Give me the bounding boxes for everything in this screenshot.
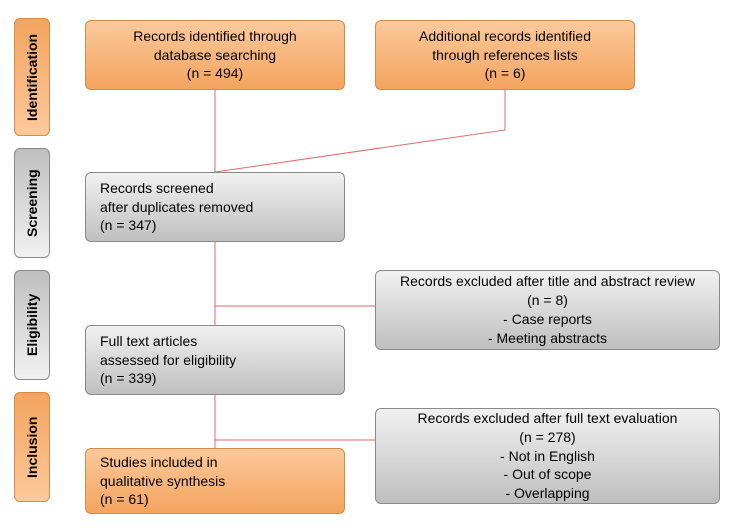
node-fulltext: Full text articlesassessed for eligibili… bbox=[85, 325, 345, 395]
stage-screening: Screening bbox=[14, 148, 50, 258]
node-line: (n = 494) bbox=[187, 64, 243, 83]
node-line: after duplicates removed bbox=[100, 198, 253, 217]
stage-eligibility: Eligibility bbox=[14, 270, 50, 380]
stage-identification: Identification bbox=[14, 18, 50, 136]
node-line: assessed for eligibility bbox=[100, 351, 236, 370]
node-bullet: - Meeting abstracts bbox=[488, 329, 607, 348]
node-line: qualitative synthesis bbox=[100, 472, 225, 491]
node-line: through references lists bbox=[432, 46, 578, 65]
node-excl-title: Records excluded after title and abstrac… bbox=[375, 270, 720, 350]
stage-inclusion: Inclusion bbox=[14, 392, 50, 502]
node-bullet: - Not in English bbox=[500, 447, 595, 466]
node-bullet: - Case reports bbox=[503, 310, 592, 329]
node-line: Records excluded after full text evaluat… bbox=[418, 409, 678, 428]
node-line: Records excluded after title and abstrac… bbox=[400, 272, 695, 291]
node-line: database searching bbox=[154, 46, 276, 65]
node-line: (n = 339) bbox=[100, 369, 156, 388]
node-included: Studies included inqualitative synthesis… bbox=[85, 448, 345, 514]
node-line: (n = 8) bbox=[527, 291, 568, 310]
node-line: Additional records identified bbox=[419, 27, 591, 46]
node-line: Studies included in bbox=[100, 453, 218, 472]
node-bullet: - Out of scope bbox=[504, 465, 592, 484]
node-line: Records screened bbox=[100, 179, 214, 198]
node-line: (n = 61) bbox=[100, 490, 149, 509]
node-line: (n = 278) bbox=[519, 428, 575, 447]
node-ref-lists: Additional records identifiedthrough ref… bbox=[375, 20, 635, 90]
edge-ref-lists-to-screened bbox=[215, 90, 505, 172]
node-excl-full: Records excluded after full text evaluat… bbox=[375, 408, 720, 504]
node-line: (n = 347) bbox=[100, 216, 156, 235]
node-line: (n = 6) bbox=[485, 64, 526, 83]
node-bullet: - Overlapping bbox=[505, 484, 589, 503]
node-line: Records identified through bbox=[133, 27, 296, 46]
node-db-search: Records identified throughdatabase searc… bbox=[85, 20, 345, 90]
node-line: Full text articles bbox=[100, 332, 197, 351]
node-screened: Records screenedafter duplicates removed… bbox=[85, 172, 345, 242]
